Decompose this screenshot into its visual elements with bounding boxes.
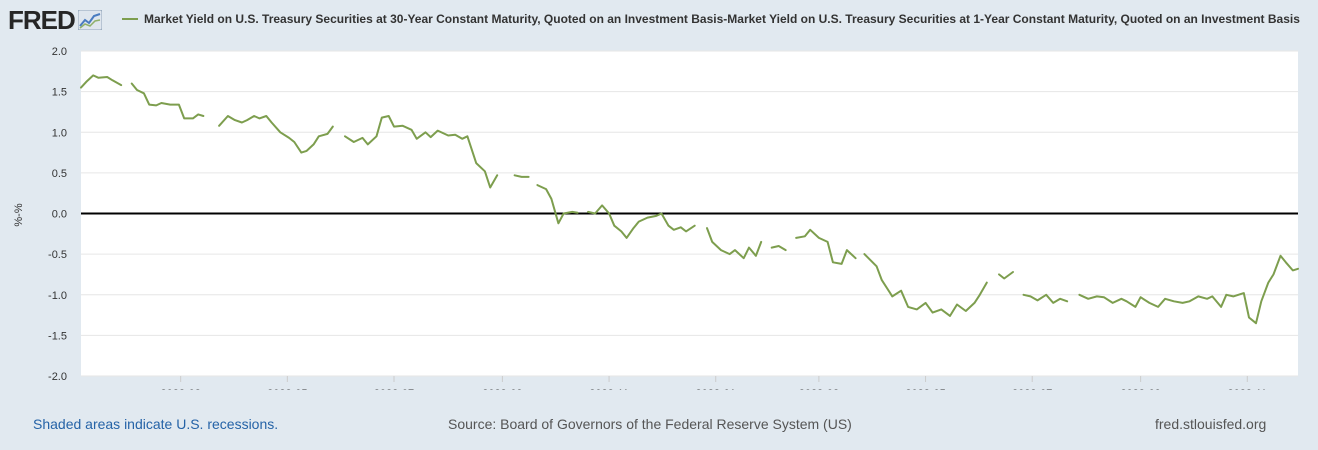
x-tick-label-7: 2023-05 [905,388,945,390]
fred-graph-icon [77,10,102,30]
legend-label: Market Yield on U.S. Treasury Securities… [144,12,1300,26]
series-0-segment-7[interactable] [706,227,763,260]
series-0-segment-3[interactable] [344,115,499,189]
chart-legend[interactable]: Market Yield on U.S. Treasury Securities… [122,12,1300,26]
series-0-segment-9[interactable] [795,228,857,265]
fred-logo[interactable]: FRED [8,6,102,34]
chart-header: FRED Market Yield on U.S. Treasury Secur… [0,0,1318,40]
x-tick-label-1: 2022-05 [267,388,307,390]
y-tick-label-2: 1.0 [52,127,67,139]
fred-url-link[interactable]: fred.stlouisfed.org [1155,416,1267,432]
chart-footer: Shaded areas indicate U.S. recessions. S… [0,412,1318,438]
grid-lines [81,50,1298,377]
x-tick-label-3: 2022-09 [482,388,522,390]
series-0-segment-12[interactable] [1022,293,1069,304]
x-tick-label-6: 2023-03 [799,388,839,390]
y-tick-label-8: -2.0 [48,371,67,383]
x-tick-label-10: 2023-11 [1228,388,1268,390]
y-axis-title: %-% [13,203,25,226]
series-0-segment-11[interactable] [998,271,1014,280]
series-0-segment-8[interactable] [770,245,787,252]
y-tick-label-5: -0.5 [48,249,67,261]
series-0-segment-10[interactable] [863,253,988,317]
x-tick-label-4: 2022-11 [589,388,629,390]
x-tick-labels: 2022-03 2022-05 2022-07 2022-09 2022-11 2023-… [160,388,1267,390]
series-0-segment-5[interactable] [536,184,579,225]
y-tick-label-6: -1.0 [48,290,67,302]
y-tick-label-1: 1.5 [52,87,67,99]
y-tick-label-7: -1.5 [48,330,67,342]
x-tick-label-0: 2022-03 [160,388,200,390]
x-tick-label-2: 2022-07 [374,388,414,390]
series-0-segment-0[interactable] [80,74,123,89]
y-tick-label-4: 0.0 [52,209,67,221]
recession-note: Shaded areas indicate U.S. recessions. [33,416,279,432]
series-0-segment-4[interactable] [513,174,530,178]
x-tick-marks [180,376,1248,382]
series-0-segment-2[interactable] [218,115,334,154]
line-chart[interactable]: 2.01.51.00.50.0-0.5-1.0-1.5-2.0 2022-032… [0,40,1318,390]
source-text: Source: Board of Governors of the Federa… [448,416,852,432]
series-group [80,74,1299,325]
x-tick-label-9: 2023-09 [1120,388,1160,390]
x-tick-label-5: 2023-01 [696,388,736,390]
series-0-segment-6[interactable] [587,204,696,239]
y-tick-label-0: 2.0 [52,46,67,58]
series-0-segment-13[interactable] [1078,254,1299,325]
series-0-segment-1[interactable] [130,82,205,120]
fred-logo-text: FRED [8,5,76,35]
legend-swatch-icon [122,18,138,20]
x-tick-label-8: 2023-07 [1012,388,1052,390]
y-tick-labels: 2.0 1.5 1.0 0.5 0.0 -0.5 -1.0 -1.5 -2.0 [48,46,67,383]
y-tick-label-3: 0.5 [52,168,67,180]
